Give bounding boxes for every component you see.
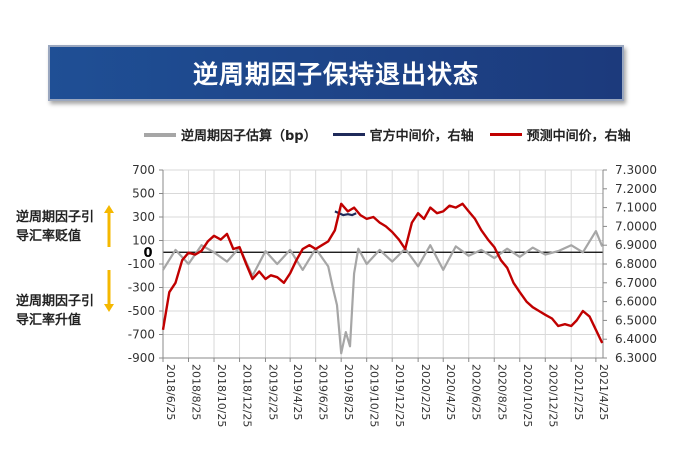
annotation-down-line1: 逆周期因子引 [16, 294, 95, 309]
y-left-tick-label: -700 [128, 328, 155, 342]
legend-swatch-red [489, 133, 522, 136]
legend-item-forecast: 预测中间价，右轴 [489, 125, 631, 144]
y-right-tick-label: 6.5000 [615, 313, 657, 327]
series-line-forecast [161, 202, 604, 344]
x-tick-label: 2020/4/25 [444, 364, 457, 420]
annotation-up-line2: 导汇率贬值 [16, 229, 82, 244]
annotation-depreciation: 逆周期因子引 导汇率贬值 [16, 208, 94, 246]
annotation-down-line2: 导汇率升值 [16, 313, 82, 328]
x-tick-label: 2020/6/25 [470, 364, 483, 420]
y-right-tick-label: 7.1000 [615, 201, 657, 215]
x-tick-label: 2019/6/25 [317, 364, 330, 420]
y-left-tick-label: -100 [128, 257, 155, 271]
x-tick-label: 2018/6/25 [164, 364, 177, 420]
y-right-tick-label: 6.4000 [615, 332, 657, 346]
chart-title: 逆周期因子保持退出状态 [192, 60, 479, 89]
y-left-tick-label: -300 [128, 281, 155, 295]
y-right-tick-label: 6.6000 [615, 295, 657, 309]
legend-item-estimate: 逆周期因子估算（bp） [144, 125, 317, 144]
x-tick-label: 2020/10/25 [521, 364, 534, 427]
x-tick-label: 2018/8/25 [190, 364, 203, 420]
x-tick-label: 2019/12/25 [393, 364, 406, 427]
x-tick-label: 2020/2/25 [419, 364, 432, 420]
x-tick-label: 2018/12/25 [241, 364, 254, 427]
legend-swatch-navy [332, 133, 365, 136]
y-right-tick-label: 7.0000 [615, 219, 657, 233]
y-left-tick-label: 700 [132, 163, 155, 177]
axis-layer: 700 500 300 100 -100 -300 -500 -700 -900 7.3000 7.… [128, 163, 657, 427]
y-right-tick-label: 6.3000 [615, 351, 657, 365]
y-left-tick-label: -500 [128, 304, 155, 318]
y-right-tick-label: 6.7000 [615, 276, 657, 290]
x-tick-label: 2020/8/25 [495, 364, 508, 420]
x-tick-label: 2018/10/25 [215, 364, 228, 427]
x-tick-label: 2020/12/25 [546, 364, 559, 427]
annotation-appreciation: 逆周期因子引 导汇率升值 [16, 292, 94, 330]
legend-label-forecast: 预测中间价，右轴 [526, 129, 631, 144]
arrow-up-icon [104, 205, 114, 247]
x-tick-label: 2021/4/25 [597, 364, 610, 420]
title-banner: 逆周期因子保持退出状态 [48, 45, 624, 101]
x-tick-label: 2021/2/25 [572, 364, 585, 420]
legend-label-estimate: 逆周期因子估算（bp） [181, 129, 317, 144]
y-left-tick-label: 100 [132, 234, 155, 248]
legend-label-official: 官方中间价，右轴 [369, 129, 474, 144]
legend-swatch-gray [144, 132, 176, 137]
y-right-tick-label: 7.2000 [615, 182, 657, 196]
y-right-tick-label: 6.9000 [615, 238, 657, 252]
x-tick-label: 2019/10/25 [368, 364, 381, 427]
y-left-tick-label: 300 [132, 210, 155, 224]
y-right-tick-label: 7.3000 [615, 163, 657, 177]
grid-layer [162, 169, 603, 359]
x-tick-label: 2019/2/25 [266, 364, 279, 420]
legend-item-official: 官方中间价，右轴 [332, 125, 474, 144]
arrow-down-icon [104, 270, 114, 312]
legend: 逆周期因子估算（bp） 官方中间价，右轴 预测中间价，右轴 [144, 125, 647, 144]
annotation-up-line1: 逆周期因子引 [16, 210, 95, 225]
zero-label: 0 [143, 246, 152, 261]
series-layer [161, 202, 604, 355]
x-tick-label: 2019/8/25 [342, 364, 355, 420]
y-left-tick-label: -900 [128, 351, 155, 365]
x-tick-label: 2019/4/25 [291, 364, 304, 420]
y-right-tick-label: 6.8000 [615, 257, 657, 271]
y-left-tick-label: 500 [132, 187, 155, 201]
